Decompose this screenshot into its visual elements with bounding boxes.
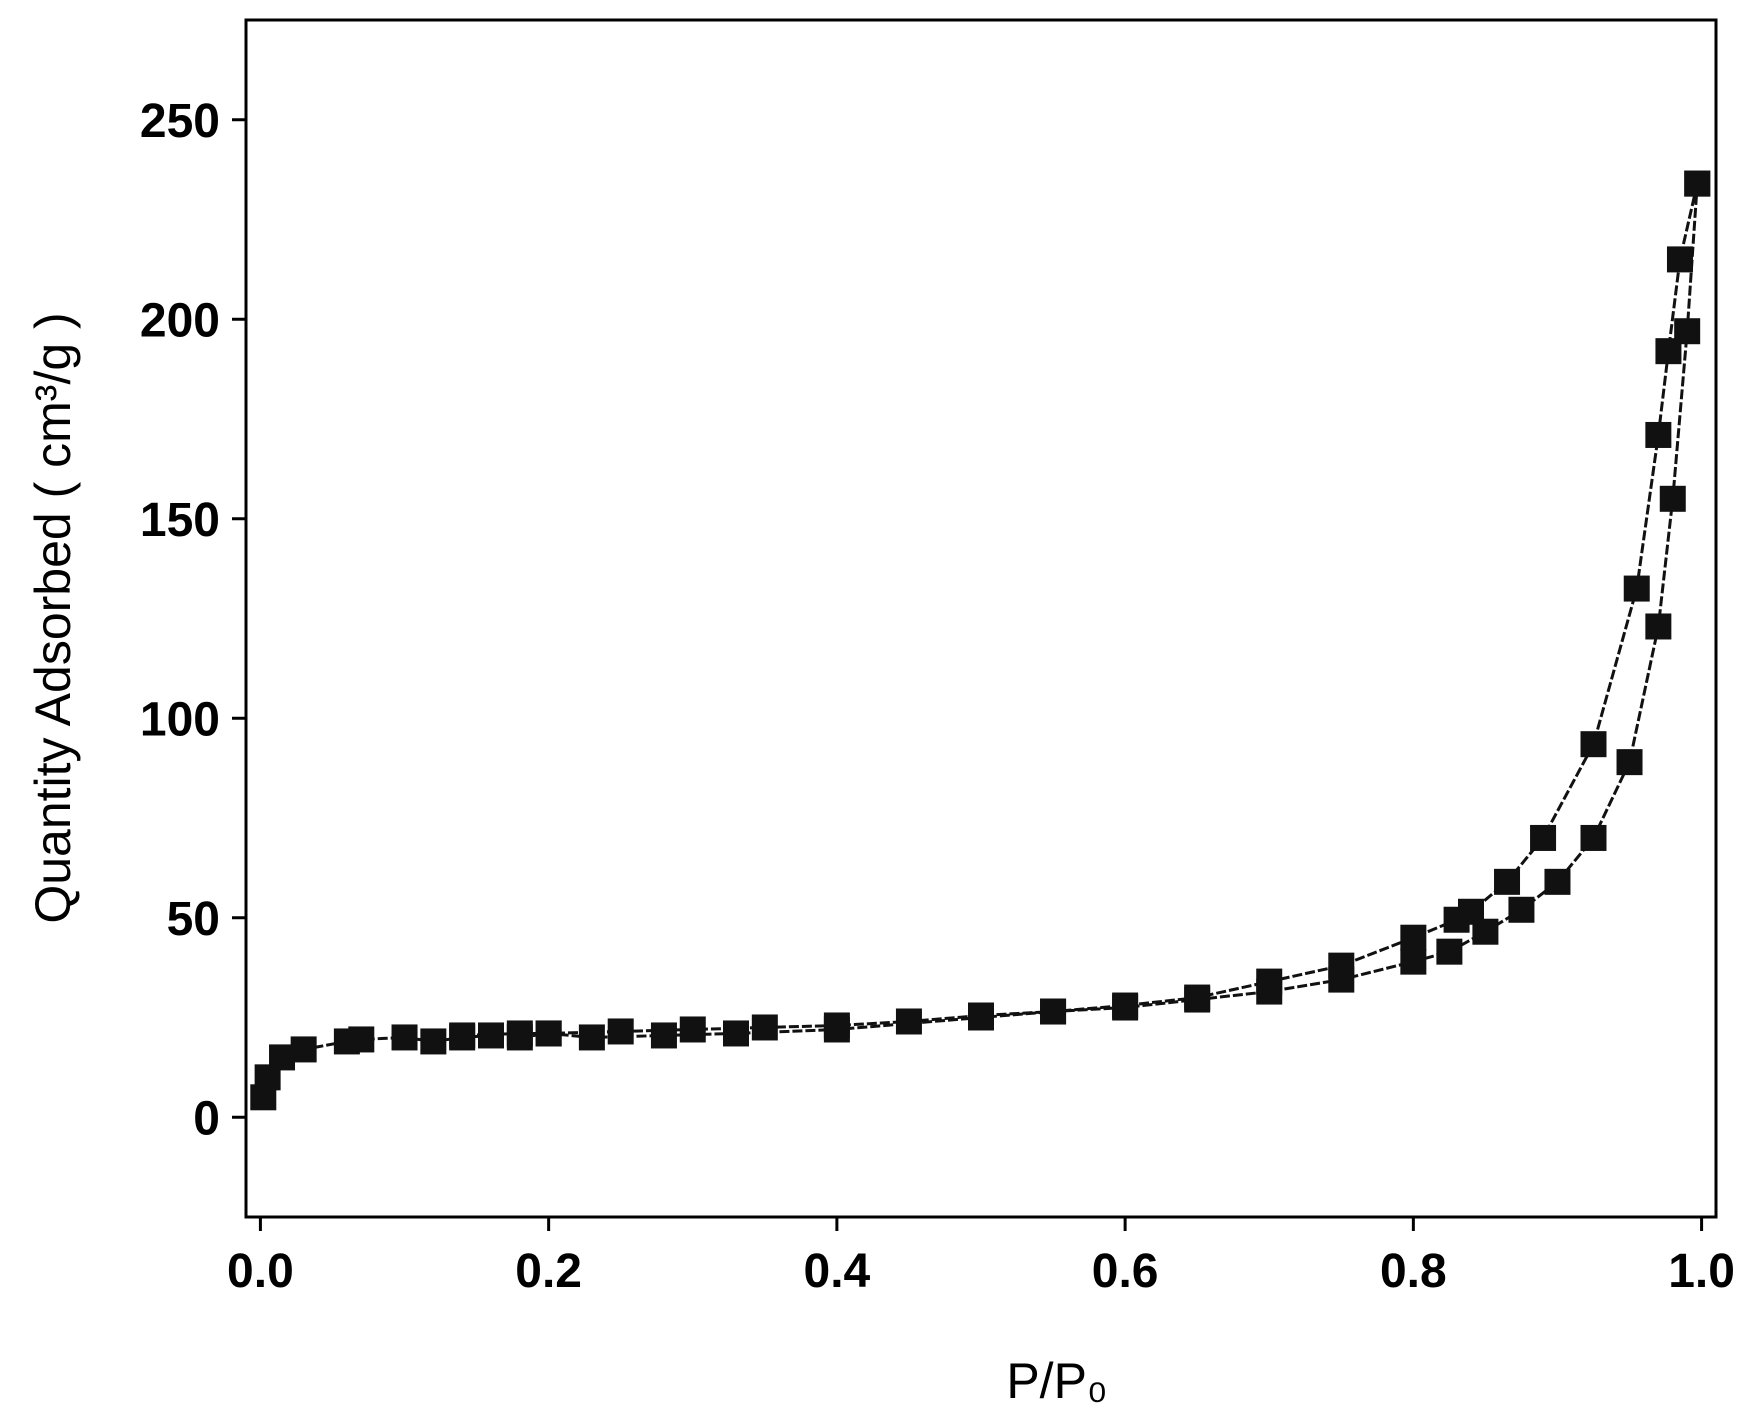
marker [1655,338,1682,365]
x-tick-label: 0.2 [515,1245,582,1298]
marker [1508,896,1535,923]
x-tick-label: 1.0 [1668,1245,1735,1298]
marker [1112,992,1139,1019]
marker [1580,731,1607,758]
marker [1580,824,1607,851]
marker [1400,948,1427,975]
plot-frame [244,18,1718,1219]
marker [1544,868,1571,895]
series-line [261,183,1699,1098]
marker [1659,485,1686,512]
marker [348,1026,375,1053]
marker [506,1020,533,1047]
marker [535,1020,562,1047]
y-tick-label: 50 [167,893,220,946]
marker [1616,749,1643,776]
marker [650,1022,677,1049]
marker [1623,575,1650,602]
marker [895,1008,922,1035]
marker [1040,998,1067,1025]
marker [1184,984,1211,1011]
marker [420,1028,447,1055]
marker [290,1036,317,1063]
marker [607,1018,634,1045]
marker [1494,868,1521,895]
marker [1684,170,1711,197]
marker [823,1012,850,1039]
marker [1400,924,1427,951]
y-tick-label: 0 [193,1092,220,1145]
x-tick-label: 0.4 [804,1245,871,1298]
y-tick-label: 250 [140,95,220,148]
marker [751,1014,778,1041]
marker [1645,613,1672,640]
y-axis-label: Quantity Adsorbed ( cm³/g ) [25,312,81,923]
marker [1256,968,1283,995]
marker [1530,824,1557,851]
x-axis-label: P/P₀ [1006,1353,1107,1409]
marker [968,1002,994,1029]
marker [1443,906,1470,933]
x-tick-label: 0.0 [227,1245,294,1298]
marker [679,1016,706,1043]
marker [723,1020,749,1047]
marker [1436,938,1463,965]
y-tick-label: 100 [140,693,220,746]
marker [1328,952,1355,979]
x-tick-label: 0.6 [1092,1245,1159,1298]
marker [391,1024,418,1051]
marker [1645,421,1672,448]
marker [449,1022,476,1049]
y-tick-label: 200 [140,294,220,347]
x-tick-label: 0.8 [1380,1245,1447,1298]
y-tick-label: 150 [140,494,220,547]
marker [1666,246,1693,273]
marker [578,1024,605,1051]
